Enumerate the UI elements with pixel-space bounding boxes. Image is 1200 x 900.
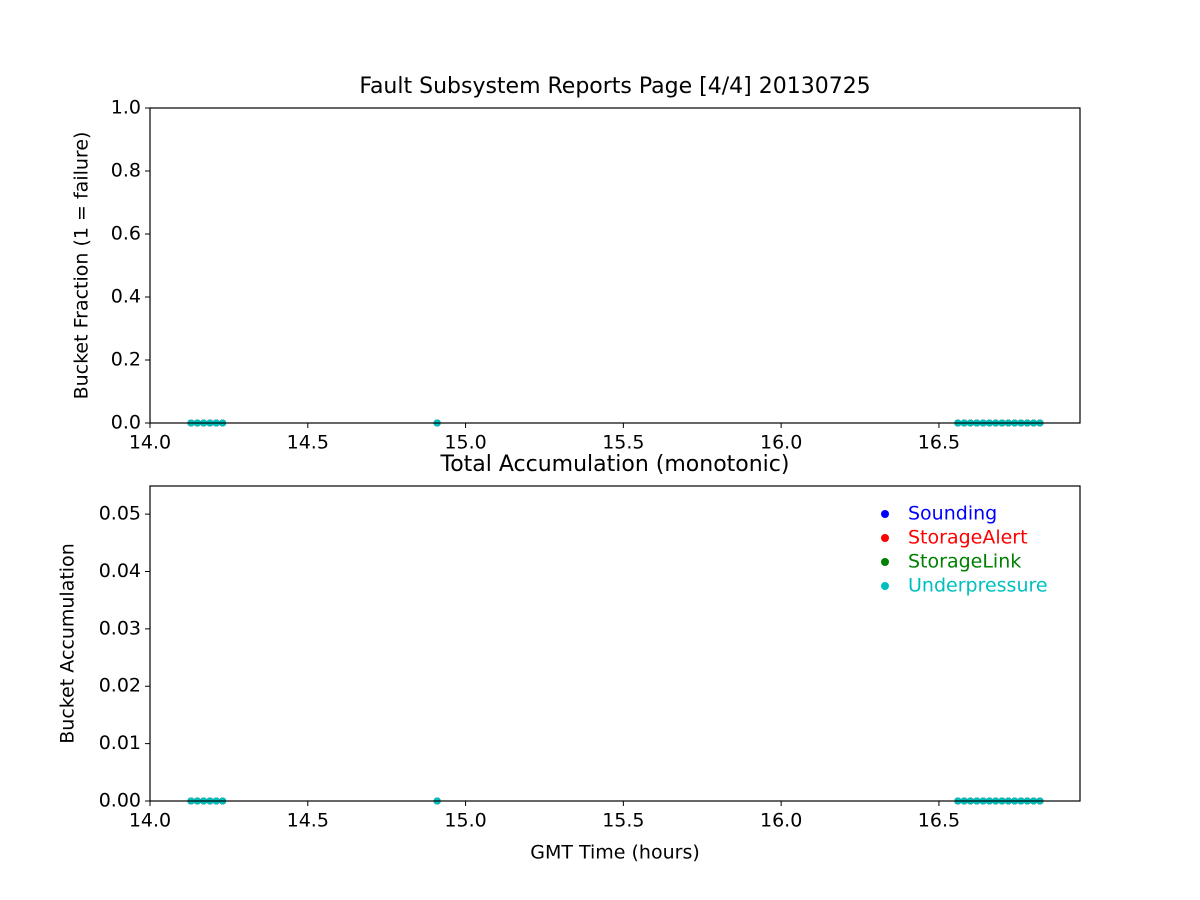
axes-frame [149,107,1081,424]
legend-label: StorageLink [908,551,1021,573]
y-tick-label: 0.04 [99,560,141,582]
x-tick-label: 15.0 [444,810,486,832]
legend-label: Underpressure [908,575,1048,597]
legend-marker [881,534,889,542]
x-tick-label: 16.5 [918,810,960,832]
x-tick-label: 15.5 [602,810,644,832]
chart-title: Total Accumulation (monotonic) [440,452,790,477]
x-tick-label: 16.0 [760,810,802,832]
y-tick-label: 0.05 [99,503,141,525]
y-tick-label: 0.2 [111,349,141,371]
plot-1: Total Accumulation (monotonic) Bucket Acc… [57,452,1081,864]
axes-frame [149,485,1081,802]
y-axis-label: Bucket Fraction (1 = failure) [71,132,93,400]
x-tick-label: 16.0 [760,432,802,454]
y-tick-label: 0.03 [99,617,141,639]
y-tick-label: 0.0 [111,412,141,434]
y-tick-label: 0.02 [99,675,141,697]
x-tick-label: 14.5 [287,810,329,832]
y-tick-label: 1.0 [111,97,141,119]
y-tick-label: 0.01 [99,732,141,754]
y-axis-label: Bucket Accumulation [57,543,79,744]
plot-0: Fault Subsystem Reports Page [4/4] 20130… [71,74,1081,454]
y-tick-label: 0.00 [99,790,141,812]
legend-marker [881,558,889,566]
y-tick-label: 0.6 [111,223,141,245]
y-tick-label: 0.4 [111,286,141,308]
legend-marker [881,582,889,590]
legend-marker [881,510,889,518]
x-tick-label: 16.5 [918,432,960,454]
x-tick-label: 15.0 [444,432,486,454]
chart-title: Fault Subsystem Reports Page [4/4] 20130… [359,74,870,99]
x-tick-label: 14.0 [129,810,171,832]
x-tick-label: 14.0 [129,432,171,454]
y-tick-label: 0.8 [111,160,141,182]
legend-label: Sounding [908,503,997,525]
x-tick-label: 15.5 [602,432,644,454]
x-axis-label: GMT Time (hours) [530,842,700,864]
legend-label: StorageAlert [908,527,1028,549]
x-tick-label: 14.5 [287,432,329,454]
